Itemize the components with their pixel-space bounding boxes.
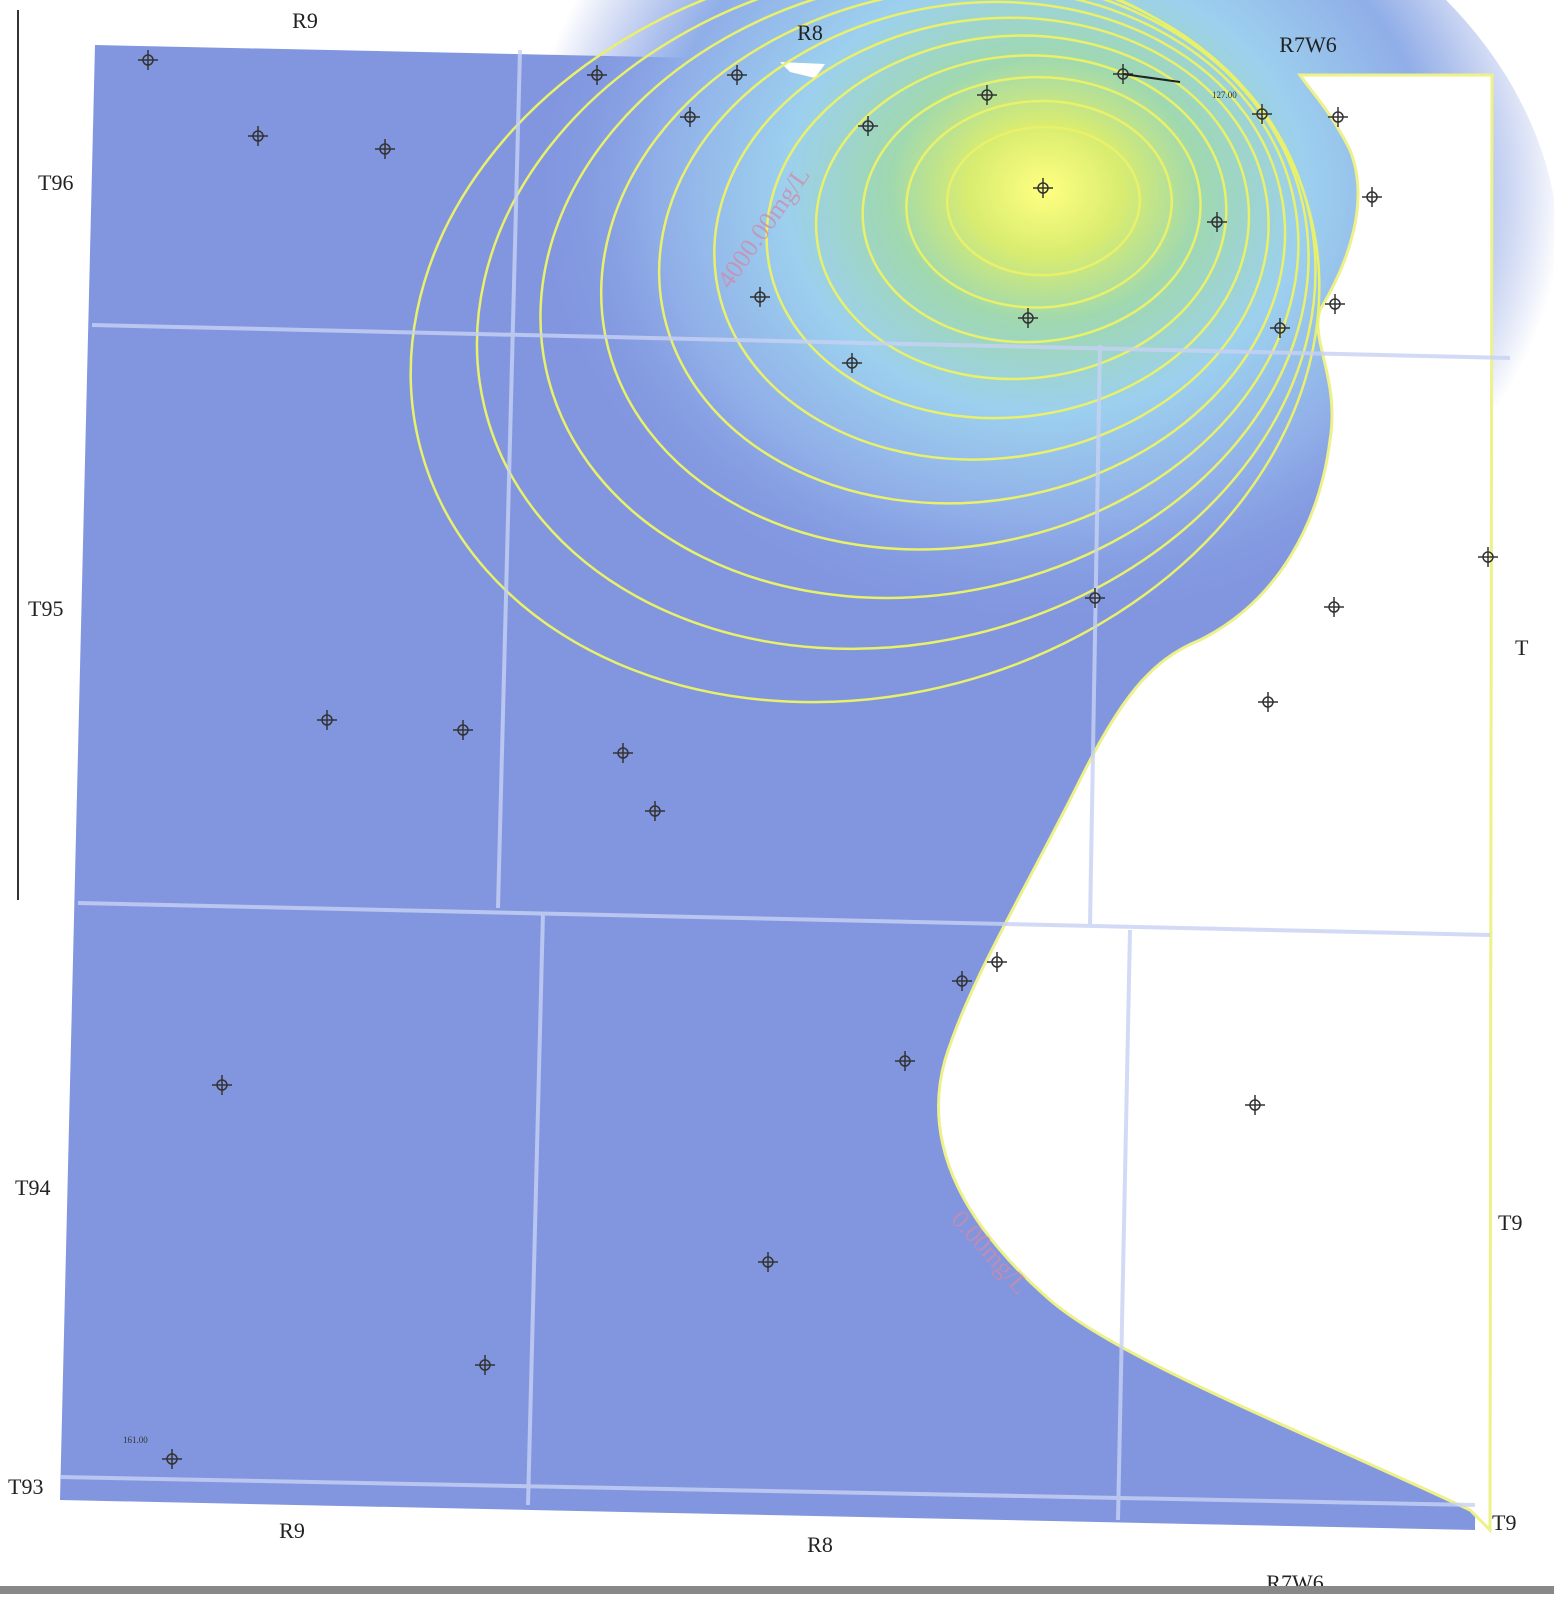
well-symbol [895, 1051, 915, 1071]
well-symbol [613, 743, 633, 763]
well-symbol [977, 85, 997, 105]
well-symbol [1328, 107, 1348, 127]
contour-line [409, 0, 1321, 704]
contour-line [765, 34, 1251, 420]
well-symbol [1245, 1095, 1265, 1115]
well-symbol [162, 1449, 182, 1469]
well-symbol [1033, 178, 1053, 198]
well-path [1122, 73, 1181, 83]
well-symbol [453, 720, 473, 740]
township-label: T94 [15, 1175, 50, 1200]
well-symbol [680, 107, 700, 127]
well-symbol [1085, 588, 1105, 608]
well-symbol [1325, 294, 1345, 314]
well-symbol [212, 1075, 232, 1095]
range-label: R7W6 [1279, 32, 1336, 57]
contour-line [713, 16, 1270, 461]
township-label: T9 [1498, 1210, 1522, 1235]
contour-line [905, 99, 1173, 309]
well-symbol [987, 952, 1007, 972]
township-label: T96 [38, 170, 73, 195]
well-symbol [1478, 547, 1498, 567]
range-label: R9 [292, 8, 318, 33]
township-label: T93 [8, 1474, 43, 1499]
well-symbol [727, 65, 747, 85]
well-label: 161.00 [123, 1435, 148, 1445]
range-label: R8 [807, 1532, 833, 1557]
well-symbol [1270, 318, 1290, 338]
grid [59, 49, 1511, 1521]
well-symbol [375, 139, 395, 159]
well-symbol [758, 1252, 778, 1272]
range-label: R9 [279, 1518, 305, 1543]
well-symbol [1324, 597, 1344, 617]
scan-edge [0, 1586, 1554, 1594]
well-symbol [842, 353, 862, 373]
range-label: R8 [797, 20, 823, 45]
well-symbol [1362, 187, 1382, 207]
township-label: T [1515, 635, 1529, 660]
well-label: 127.00 [1212, 90, 1237, 100]
well-symbol [858, 116, 878, 136]
township-label: T95 [28, 596, 63, 621]
wells [138, 50, 1498, 1469]
no-data-region [780, 62, 825, 78]
contour-line [657, 0, 1287, 505]
well-symbol [1207, 212, 1227, 232]
contour-line [814, 54, 1228, 381]
contour-line [945, 125, 1142, 277]
well-symbol [317, 710, 337, 730]
contour-line [861, 75, 1202, 344]
well-symbol [1258, 692, 1278, 712]
well-symbol [138, 50, 158, 70]
well-symbol [1252, 104, 1272, 124]
well-symbol [475, 1355, 495, 1375]
well-symbol [952, 971, 972, 991]
township-label: T9 [1492, 1510, 1516, 1535]
well-symbol [645, 801, 665, 821]
well-symbol [248, 126, 268, 146]
well-symbol [1018, 308, 1038, 328]
contour-line [539, 0, 1310, 600]
well-symbol [587, 65, 607, 85]
no-data-region [937, 73, 1494, 1534]
well-symbol [750, 287, 770, 307]
